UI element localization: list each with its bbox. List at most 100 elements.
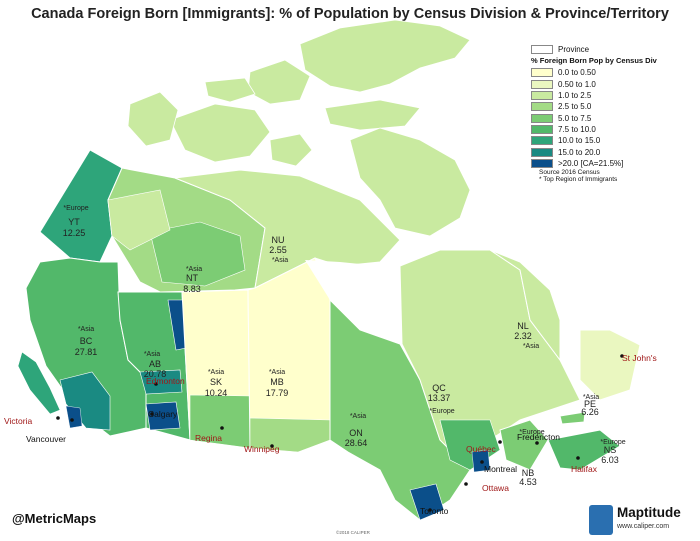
ab-value: 20.78 <box>144 369 167 379</box>
pe-top-region: *Asia <box>583 394 599 401</box>
toronto-marker <box>428 508 432 512</box>
copyright-text: ©2018 CALIPER <box>336 530 370 535</box>
legend-swatch <box>531 113 553 123</box>
sk-top-region: *Asia <box>208 369 224 376</box>
halifax-marker <box>576 456 580 460</box>
montreal-label: Montreal <box>484 464 517 474</box>
nt-top-region: *Asia <box>186 266 202 273</box>
st-johns-marker <box>620 354 624 358</box>
vancouver-marker <box>70 418 74 422</box>
edmonton-label: Edmonton <box>146 376 185 386</box>
nt-abbr: NT <box>186 273 198 283</box>
ontario-toronto-district <box>409 483 445 521</box>
alberta-calgary-district <box>145 401 181 431</box>
ellesmere-island <box>299 19 471 93</box>
alberta-edmonton-district <box>139 369 183 395</box>
winnipeg-marker <box>270 444 274 448</box>
ottawa-marker <box>464 482 468 486</box>
calgary-marker <box>150 412 154 416</box>
legend-class-row: 1.0 to 2.5 <box>531 90 681 101</box>
brand-name: Maptitude <box>617 505 681 520</box>
vancouver-island <box>17 351 61 415</box>
on-value: 28.64 <box>345 438 368 448</box>
bc-vancouver-district <box>65 405 83 429</box>
nt-value: 8.83 <box>183 284 201 294</box>
nl-abbr: NL <box>517 321 529 331</box>
maptitude-logo: Maptitude www.caliper.com <box>589 505 693 535</box>
fredericton-marker <box>535 441 539 445</box>
legend-class-row: 0.50 to 1.0 <box>531 79 681 90</box>
legend-province-row: Province <box>531 44 681 55</box>
legend-class-label: 5.0 to 7.5 <box>558 113 592 123</box>
yt-value: 12.25 <box>63 228 86 238</box>
legend-class-label: 0.0 to 0.50 <box>558 68 596 78</box>
yt-abbr: YT <box>68 217 80 227</box>
legend-class-label: 1.0 to 2.5 <box>558 91 592 101</box>
legend-class-row: 7.5 to 10.0 <box>531 124 681 135</box>
edmonton-marker <box>154 382 158 386</box>
legend-source: Source 2016 Census <box>539 168 600 176</box>
axel-heiberg-island <box>247 59 311 105</box>
ontario <box>329 298 471 521</box>
on-top-region: *Asia <box>350 413 366 420</box>
ns-value: 6.03 <box>601 455 619 465</box>
nl-value: 2.32 <box>514 331 532 341</box>
nwt-north-district <box>107 189 171 251</box>
nu-abbr: NU <box>272 235 285 245</box>
nwt-inner-district <box>149 221 246 287</box>
labrador <box>489 249 561 362</box>
legend-class-row: 0.0 to 0.50 <box>531 67 681 78</box>
fredericton-label: Fredericton <box>517 432 560 442</box>
ns-abbr: NS <box>604 445 617 455</box>
bc-southwest-district <box>59 371 111 431</box>
maptitude-icon <box>589 505 613 535</box>
st-johns-label: St John's <box>622 353 657 363</box>
ab-top-region: *Asia <box>144 351 160 358</box>
victoria-label: Victoria <box>4 416 32 426</box>
yt-top-region: *Europe <box>63 205 88 212</box>
legend-province-label: Province <box>558 45 590 55</box>
hudson-bay <box>305 260 402 344</box>
calgary-label: Calgary <box>148 409 178 419</box>
ab-abbr: AB <box>149 359 161 369</box>
baffin-island <box>349 127 471 237</box>
on-abbr: ON <box>349 428 363 438</box>
map-title: Canada Foreign Born [Immigrants]: % of P… <box>31 6 669 22</box>
legend-top-note: * Top Region of Immigrants <box>539 175 618 183</box>
qc-value: 13.37 <box>428 393 451 403</box>
nu-value: 2.55 <box>269 245 287 255</box>
mb-value: 17.79 <box>266 388 289 398</box>
victoria-island <box>169 103 271 163</box>
bc-abbr: BC <box>80 336 93 346</box>
qc-abbr: QC <box>432 383 446 393</box>
region-labels: *Europe YT 12.25 *Asia NT 8.83 NU 2.55 *… <box>63 205 626 487</box>
melville-island <box>204 77 256 103</box>
regina-label: Regina <box>195 433 222 443</box>
qc-top-region: *Europe <box>429 408 454 415</box>
pe-abbr: PE <box>584 399 596 409</box>
quebec-city-label: Québec <box>466 444 497 454</box>
halifax-label: Halifax <box>571 464 598 474</box>
legend-classes: 0.0 to 0.50 0.50 to 1.0 1.0 to 2.5 2.5 to 5… <box>531 67 681 169</box>
pe-value: 6.26 <box>581 407 599 417</box>
nb-top-region: *Europe <box>519 429 544 436</box>
regina-marker <box>220 426 224 430</box>
legend-header: % Foreign Born Pop by Census Div <box>531 56 657 66</box>
legend-swatch <box>531 102 553 112</box>
newfoundland-island <box>579 329 641 401</box>
ns-top-region: *Europe <box>600 439 625 446</box>
vancouver-label: Vancouver <box>26 434 66 444</box>
legend-swatch <box>531 136 553 146</box>
legend-class-row: 10.0 to 15.0 <box>531 135 681 146</box>
legend-class-label: 0.50 to 1.0 <box>558 79 596 89</box>
legend-class-row: >20.0 [CA=21.5%] <box>531 158 681 169</box>
legend-class-row: 15.0 to 20.0 <box>531 146 681 157</box>
victoria-marker <box>56 416 60 420</box>
nl-top-region: *Asia <box>523 343 539 350</box>
banks-island <box>127 91 179 147</box>
legend-class-label: 2.5 to 5.0 <box>558 102 592 112</box>
sk-value: 10.24 <box>205 388 228 398</box>
legend-class-label: >20.0 [CA=21.5%] <box>558 158 624 168</box>
nb-value: 4.53 <box>519 477 537 487</box>
